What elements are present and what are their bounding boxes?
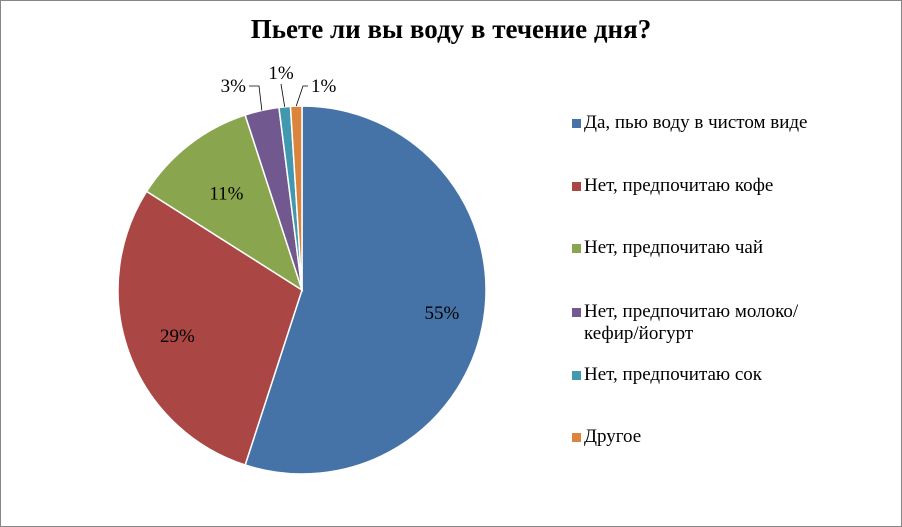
legend-item: Да, пью воду в чистом виде (572, 112, 892, 134)
chart-title: Пьете ли вы воду в течение дня? (250, 14, 652, 44)
legend-label: Нет, предпочитаю сок (584, 364, 763, 385)
leader-line (249, 85, 263, 111)
legend-label: Нет, предпочитаю молоко/кефир/йогурт (584, 301, 799, 344)
legend-item: Другое (572, 426, 892, 448)
legend-label: Нет, предпочитаю кофе (584, 175, 774, 196)
legend-swatch (572, 119, 581, 128)
legend-item: Нет, предпочитаю молоко/кефир/йогурт (572, 301, 802, 345)
data-label: 55% (425, 303, 460, 324)
leader-line (280, 83, 286, 107)
legend-label: Да, пью воду в чистом виде (584, 112, 808, 133)
data-label: 29% (160, 326, 195, 347)
legend-swatch (572, 308, 581, 317)
leader-line (295, 85, 308, 107)
legend-label: Другое (584, 426, 642, 447)
legend-item: Нет, предпочитаю кофе (572, 175, 892, 197)
legend-label: Нет, предпочитаю чай (584, 237, 764, 258)
data-label: 11% (209, 184, 243, 205)
data-label: 1% (311, 76, 337, 97)
legend-item: Нет, предпочитаю чай (572, 237, 892, 259)
data-label: 1% (268, 63, 294, 84)
pie-slice (145, 114, 304, 292)
legend-swatch (572, 244, 581, 253)
legend-swatch (572, 182, 581, 191)
legend-swatch (572, 371, 581, 380)
pie-slice (244, 105, 487, 475)
data-label: 3% (221, 76, 247, 97)
pie-slice (117, 190, 303, 466)
legend-swatch (572, 433, 581, 442)
legend-item: Нет, предпочитаю сок (572, 364, 892, 386)
